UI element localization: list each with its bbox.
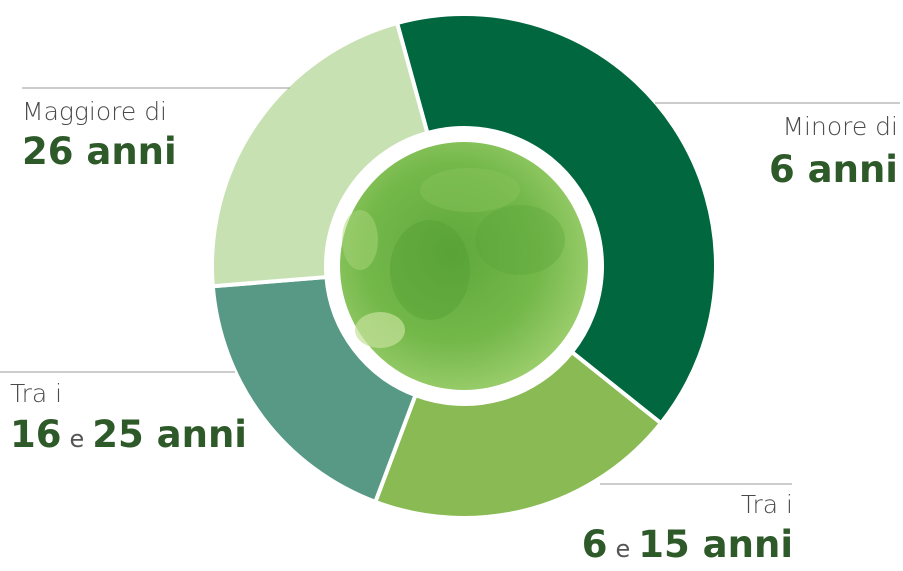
label-value: 6 anni xyxy=(769,148,898,191)
label-line1: Maggiore di xyxy=(22,97,167,126)
donut-slice xyxy=(394,12,718,427)
label-line2: 16 e 25 anni xyxy=(10,413,247,456)
donut-slice xyxy=(210,274,419,505)
label-line2: 6 anni xyxy=(769,148,898,191)
label-line1: Minore di xyxy=(782,112,898,141)
label-value: 25 anni xyxy=(92,413,247,456)
label-connector: e xyxy=(616,535,631,563)
label-connector: e xyxy=(70,425,85,453)
donut-slice xyxy=(210,20,430,289)
label-value: 26 anni xyxy=(22,130,177,173)
label-value: 6 xyxy=(582,523,608,566)
donut-slice xyxy=(372,349,664,520)
label-line1: Tra i xyxy=(741,490,793,519)
label-line2: 26 anni xyxy=(22,130,177,173)
center-decoration xyxy=(340,142,588,390)
label-value: 16 xyxy=(10,413,62,456)
label-value: 15 anni xyxy=(638,523,793,566)
label-line2: 6 e 15 anni xyxy=(582,523,793,566)
label-line1: Tra i xyxy=(10,379,62,408)
